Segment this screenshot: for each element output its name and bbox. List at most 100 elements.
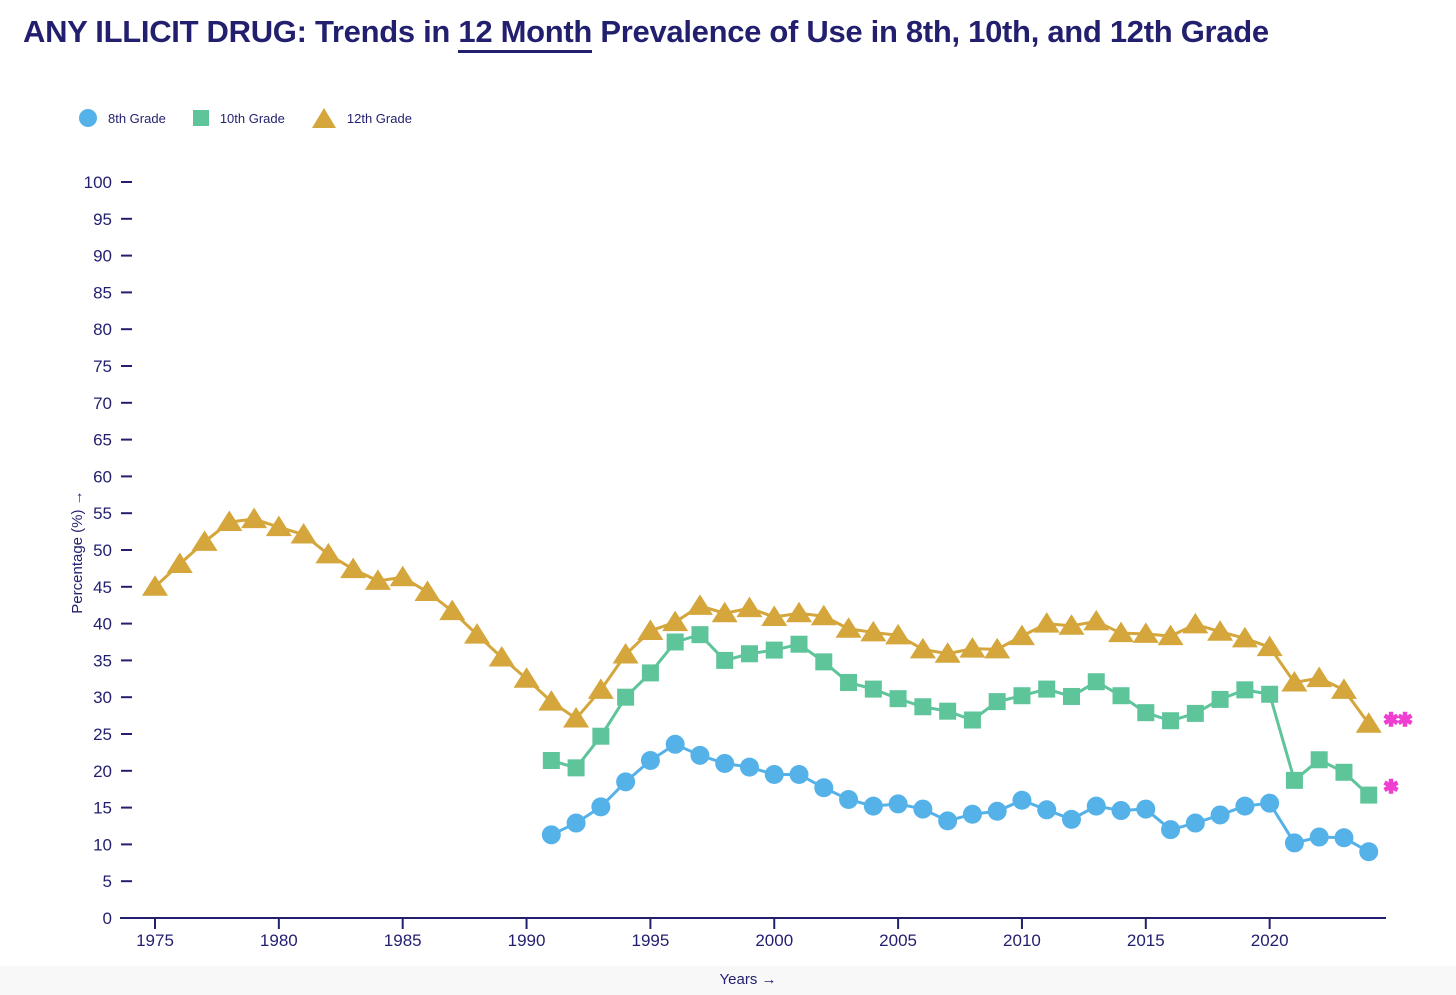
12th-grade-point-1997 [686, 594, 713, 615]
10th-grade-point-2002 [815, 653, 833, 671]
12th-grade-point-1982 [315, 542, 342, 564]
12th-grade-point-2001 [786, 601, 813, 623]
x-tick-label: 2015 [1127, 931, 1165, 950]
x-tick-label: 1985 [384, 931, 422, 950]
12th-grade-point-1975 [142, 575, 168, 596]
10th-grade-point-2003 [840, 673, 858, 691]
10th-grade-point-2021 [1285, 771, 1303, 789]
y-tick-label: 15 [93, 799, 112, 818]
12th-grade-point-2007 [934, 642, 961, 663]
10th-grade-point-2005 [889, 690, 907, 708]
x-tick-label: 1995 [631, 931, 669, 950]
x-tick-label: 2010 [1003, 931, 1041, 950]
10th-grade-point-1999 [740, 645, 758, 663]
asterisk-spoke [1383, 780, 1399, 792]
x-tick-label: 1975 [136, 931, 174, 950]
12th-grade-point-2010 [1008, 624, 1035, 646]
y-tick-label: 25 [93, 725, 112, 744]
x-tick-label: 2000 [755, 931, 793, 950]
10th-grade-point-1993 [592, 727, 610, 745]
asterisk-icon [1397, 711, 1413, 727]
8th-grade-point-1997 [690, 745, 710, 765]
8th-grade-point-1993 [591, 797, 611, 817]
y-tick-label: 30 [93, 688, 112, 707]
12th-grade-point-2000 [761, 605, 788, 626]
10th-grade-point-2018 [1211, 690, 1229, 708]
asterisk-icon [1383, 711, 1399, 727]
12th-grade-point-1989 [488, 645, 515, 667]
10th-grade-point-1994 [617, 688, 635, 706]
8th-grade-point-2008 [962, 804, 982, 824]
8th-grade-point-1999 [739, 757, 759, 777]
legend-label: 10th Grade [219, 110, 285, 126]
10th-grade-point-2019 [1236, 681, 1254, 699]
12th-grade-point-1981 [290, 523, 317, 544]
12th-grade-point-1994 [612, 643, 639, 664]
title-prefix: ANY ILLICIT DRUG: Trends in [23, 14, 459, 49]
x-tick-label: 2020 [1251, 931, 1289, 950]
8th-grade-point-2003 [839, 790, 859, 810]
y-tick-label: 75 [93, 357, 112, 376]
asterisk-icon [1383, 778, 1399, 794]
12th-grade-point-2021 [1281, 670, 1308, 692]
12th-grade-point-1991 [538, 690, 565, 711]
10th-grade-point-2022 [1310, 751, 1328, 769]
series-12th-grade [142, 507, 1382, 733]
series-line-10th-grade [550, 632, 1370, 797]
10th-grade-point-2024 [1360, 786, 1378, 804]
8th-grade-point-2012 [1061, 809, 1081, 829]
asterisk-spoke [1397, 713, 1413, 725]
8th-grade-point-2014 [1111, 801, 1131, 821]
footer-band [0, 966, 1456, 995]
10th-grade-point-1991 [542, 751, 560, 769]
10th-grade-point-1995 [641, 664, 659, 682]
8th-grade-point-2000 [764, 764, 784, 784]
8th-grade-point-2023 [1334, 828, 1354, 848]
8th-grade-point-2020 [1260, 793, 1280, 813]
10th-grade-point-1998 [716, 651, 734, 669]
12th-grade-point-2009 [984, 637, 1011, 659]
y-tick-label: 80 [93, 320, 112, 339]
10th-grade-point-2012 [1062, 687, 1080, 705]
12th-grade-point-1993 [587, 678, 614, 699]
12th-grade-point-1990 [513, 667, 540, 688]
y-tick-label: 55 [93, 504, 112, 523]
12th-grade-point-1978 [216, 510, 243, 532]
y-tick-label: 100 [84, 173, 112, 192]
12th-grade-point-2002 [810, 604, 837, 626]
y-axis-title: Percentage (%) → [69, 490, 86, 613]
x-tick-label: 2005 [879, 931, 917, 950]
y-tick-label: 70 [93, 394, 112, 413]
8th-grade-point-1995 [640, 750, 660, 770]
x-axis-title: Years → [719, 971, 777, 988]
circle-marker-icon [79, 109, 97, 127]
y-tick-label: 35 [93, 651, 112, 670]
significance-annotation [1383, 711, 1413, 727]
12th-grade-point-2022 [1306, 666, 1333, 688]
8th-grade-point-1996 [665, 734, 685, 754]
x-tick-label: 1980 [260, 931, 298, 950]
legend-label: 12th Grade [346, 110, 412, 126]
12th-grade-point-2013 [1083, 609, 1110, 631]
12th-grade-point-1988 [464, 623, 491, 644]
10th-grade-point-2004 [864, 680, 882, 698]
12th-grade-point-2011 [1033, 612, 1060, 633]
12th-grade-point-1985 [389, 565, 416, 587]
significance-annotation [1383, 778, 1399, 794]
12th-grade-point-2004 [860, 620, 887, 642]
8th-grade-point-2007 [938, 811, 958, 831]
10th-grade-point-2006 [914, 698, 932, 716]
12th-grade-point-1979 [241, 507, 268, 529]
12th-grade-point-1976 [166, 552, 193, 573]
10th-grade-point-1992 [567, 759, 585, 777]
12th-grade-point-2005 [885, 623, 912, 645]
8th-grade-point-2006 [913, 799, 933, 819]
8th-grade-point-2015 [1136, 799, 1156, 819]
12th-grade-point-2006 [909, 637, 936, 659]
legend: 8th Grade 10th Grade 12th Grade [79, 108, 412, 128]
8th-grade-point-1991 [541, 825, 561, 845]
12th-grade-point-2019 [1231, 626, 1258, 648]
series-10th-grade [542, 626, 1378, 804]
title-underlined: 12 Month [458, 14, 592, 53]
